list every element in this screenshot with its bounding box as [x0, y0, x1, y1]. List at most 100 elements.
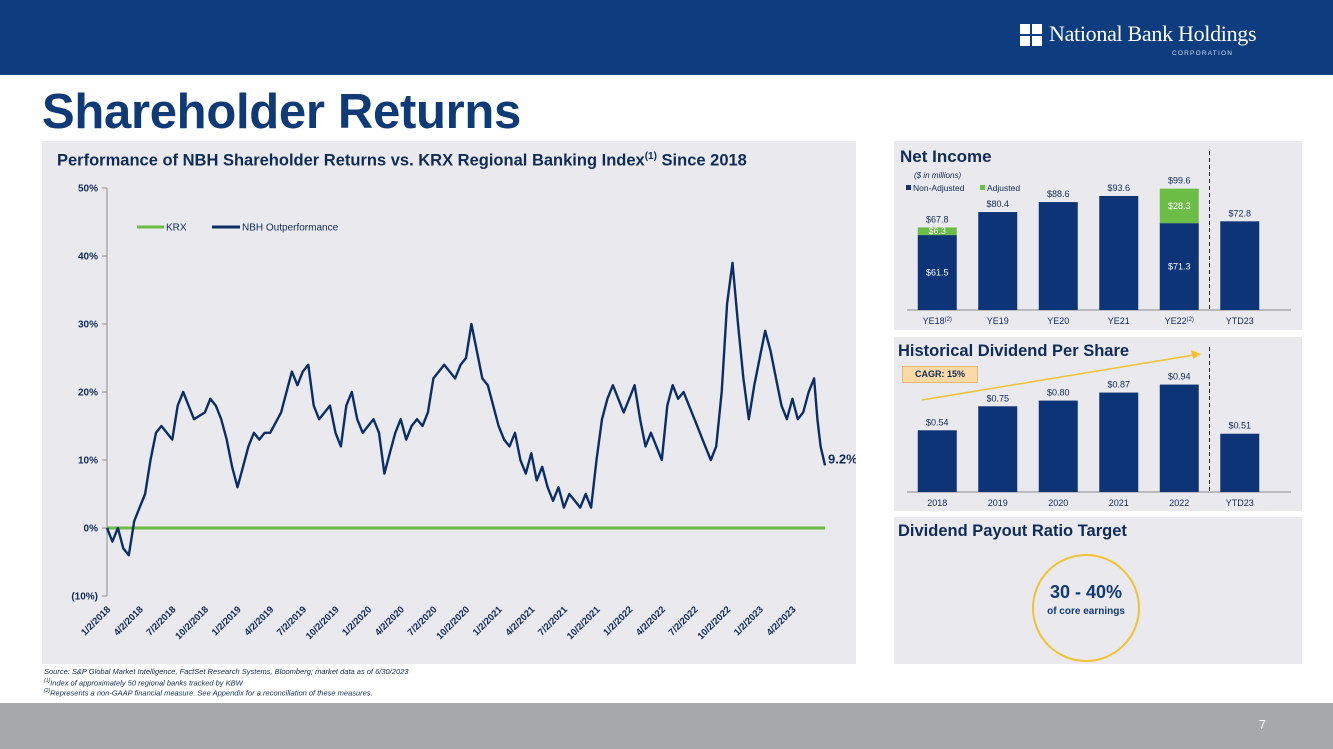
- bar-non-adjusted: [1220, 221, 1260, 310]
- x-tick-label: 4/2/2019: [242, 604, 276, 638]
- y-tick-label: 10%: [78, 456, 98, 467]
- category-label: YE21: [1108, 316, 1130, 326]
- header-bar: [0, 0, 1333, 75]
- payout-title: Dividend Payout Ratio Target: [898, 522, 1127, 540]
- cagr-arrowhead: [1191, 350, 1201, 359]
- category-label: YTD23: [1226, 498, 1254, 508]
- legend-non-adjusted-swatch: [906, 185, 911, 190]
- y-tick-label: 20%: [78, 388, 98, 399]
- x-tick-label: 1/2/2018: [79, 604, 113, 638]
- performance-line-chart: 50%40%30%20%10%0%(10%)1/2/20184/2/20187/…: [71, 184, 856, 643]
- x-tick-label: 4/2/2023: [765, 604, 799, 638]
- logo-icon: [1020, 24, 1042, 46]
- bar-value-label: $0.51: [1228, 421, 1251, 431]
- source-note: Source: S&P Global Market Intelligence, …: [44, 667, 409, 676]
- bar-non-adjusted: [1038, 202, 1078, 310]
- category-footnote-sup: (2): [1187, 317, 1194, 323]
- x-tick-label: 4/2/2020: [373, 604, 407, 638]
- net-income-title: Net Income: [900, 147, 992, 166]
- net-income-bar-chart: Non-Adjusted Adjusted $67.8 YE18(2) $80.4 YE1…: [906, 151, 1291, 326]
- bar-non-adjusted: [917, 235, 957, 310]
- dividend-bar: [1159, 384, 1199, 492]
- category-label: 2018: [927, 498, 947, 508]
- dividend-title: Historical Dividend Per Share: [898, 342, 1130, 360]
- x-tick-label: 1/2/2021: [471, 604, 505, 638]
- bar-total-label: $67.8: [926, 214, 949, 224]
- bar-non-adjusted: [1159, 223, 1199, 310]
- x-tick-label: 10/2/2022: [696, 604, 734, 642]
- payout-circle: 30 - 40% of core earnings: [1032, 554, 1140, 662]
- bar-value-label: $0.75: [986, 393, 1009, 403]
- x-tick-label: 4/2/2018: [112, 604, 146, 638]
- dividend-bar: [1038, 400, 1078, 492]
- logo-text: National Bank Holdings: [1049, 21, 1257, 46]
- bar-value-label: $0.87: [1107, 380, 1130, 390]
- category-label: YTD23: [1226, 316, 1254, 326]
- x-tick-label: 4/2/2021: [503, 604, 537, 638]
- payout-caption: of core earnings: [1047, 606, 1125, 617]
- bar-segment-label: $28.3: [1168, 201, 1191, 211]
- bar-value-label: $0.80: [1047, 388, 1070, 398]
- cagr-label: CAGR: 15%: [902, 366, 978, 383]
- company-logo: National Bank Holdings: [1020, 21, 1257, 46]
- category-footnote-sup: (2): [945, 317, 952, 323]
- category-label: YE20: [1047, 316, 1069, 326]
- legend-non-adjusted-label: Non-Adjusted: [913, 183, 965, 193]
- footer-bar: [0, 703, 1333, 749]
- category-label: YE19: [987, 316, 1009, 326]
- bar-non-adjusted: [1099, 195, 1139, 310]
- performance-chart-title: Performance of NBH Shareholder Returns v…: [57, 151, 747, 170]
- category-label: 2019: [988, 498, 1008, 508]
- x-tick-label: 10/2/2021: [565, 604, 603, 642]
- bar-total-label: $99.6: [1168, 176, 1191, 186]
- bar-total-label: $93.6: [1107, 183, 1130, 193]
- page-title: Shareholder Returns: [42, 85, 521, 139]
- payout-value: 30 - 40%: [1049, 582, 1123, 602]
- y-tick-label: (10%): [71, 592, 98, 603]
- x-tick-label: 1/2/2019: [210, 604, 244, 638]
- bar-adjusted: [1159, 188, 1199, 224]
- y-tick-label: 40%: [78, 252, 98, 263]
- bar-segment-label: $6.3: [928, 226, 946, 236]
- y-tick-label: 0%: [84, 524, 99, 535]
- category-label: 2020: [1048, 498, 1068, 508]
- dividend-bar: [978, 406, 1018, 492]
- bar-total-label: $80.4: [986, 199, 1009, 209]
- x-tick-label: 1/2/2023: [732, 604, 766, 638]
- legend-adjusted-swatch: [980, 185, 985, 190]
- category-label: YE18(2): [923, 316, 952, 326]
- bar-value-label: $0.54: [926, 417, 949, 427]
- y-tick-label: 50%: [78, 184, 98, 195]
- bar-segment-label: $61.5: [926, 268, 949, 278]
- category-label: YE22(2): [1165, 316, 1194, 326]
- x-tick-label: 10/2/2018: [173, 604, 211, 642]
- bar-value-label: $0.94: [1168, 372, 1191, 382]
- bar-adjusted: [917, 227, 957, 236]
- legend-krx-label: KRX: [166, 223, 187, 234]
- end-value-label: 9.2%: [828, 451, 856, 466]
- dividend-bar: [1099, 392, 1139, 492]
- footnote-1: (1)Index of approximately 50 regional ba…: [44, 678, 243, 688]
- dividend-bar-chart: $0.54 2018 $0.75 2019 $0.80 2020 $0.87 2021 $0.9…: [907, 347, 1291, 508]
- x-tick-label: 10/2/2019: [304, 604, 342, 642]
- bar-segment-label: $71.3: [1168, 262, 1191, 272]
- legend-nbh-label: NBH Outperformance: [242, 223, 339, 234]
- bar-total-label: $72.8: [1228, 208, 1251, 218]
- x-tick-label: 4/2/2022: [634, 604, 668, 638]
- category-label: 2021: [1109, 498, 1129, 508]
- dividend-bar: [917, 430, 957, 492]
- page-number: 7: [1258, 717, 1266, 732]
- net-income-subtitle: ($ in millions): [914, 171, 962, 180]
- dividend-bar: [1220, 433, 1260, 492]
- footnote-2: (2)Represents a non-GAAP financial measu…: [44, 688, 373, 698]
- x-tick-label: 10/2/2020: [434, 604, 472, 642]
- x-tick-label: 1/2/2020: [340, 604, 374, 638]
- logo-subtext: CORPORATION: [1172, 50, 1234, 57]
- nbh-series-line: [105, 261, 827, 557]
- y-tick-label: 30%: [78, 320, 98, 331]
- category-label: 2022: [1169, 498, 1189, 508]
- bar-non-adjusted: [978, 212, 1018, 310]
- cagr-trend-arrow: [921, 354, 1195, 401]
- bar-total-label: $88.6: [1047, 189, 1070, 199]
- legend-adjusted-label: Adjusted: [987, 183, 1020, 193]
